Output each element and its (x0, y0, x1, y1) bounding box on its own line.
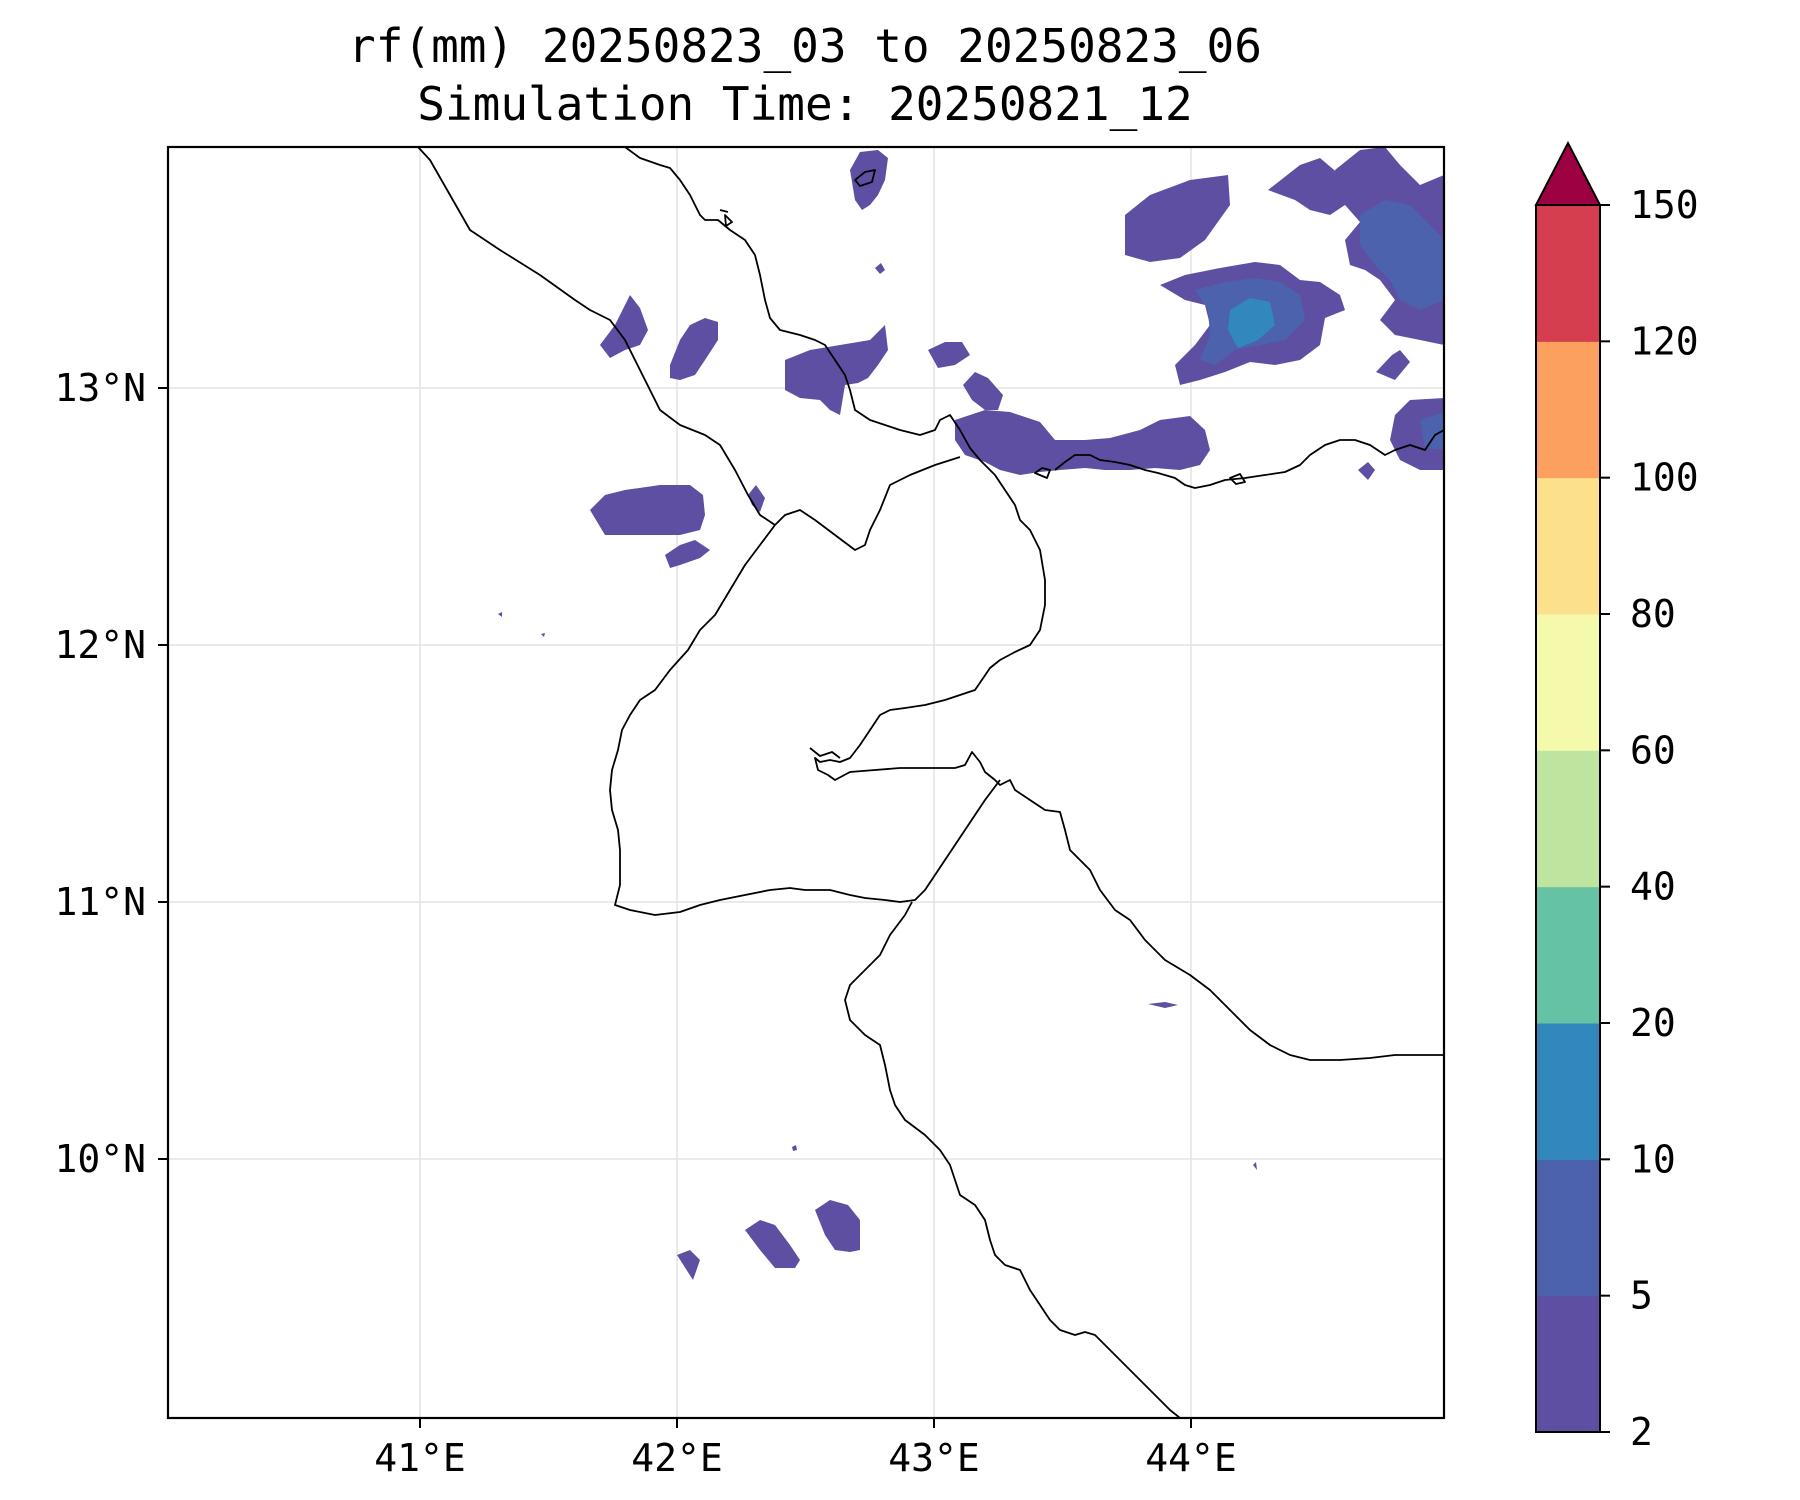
colorbar-segment-5-10 (1536, 1159, 1600, 1297)
rain-patch-coast-right-core (1420, 412, 1444, 450)
x-tick-label-44e: 44°E (1145, 1436, 1237, 1480)
rain-patch-tiny-north (875, 263, 885, 274)
y-tick-label-11n: 11°N (54, 880, 146, 924)
rain-patch-coast-right (1390, 398, 1444, 470)
colorbar-segment-40-60 (1536, 750, 1600, 888)
title-line-1: rf(mm) 20250823_03 to 20250823_06 (348, 19, 1262, 73)
rain-patch-yemen-coast (955, 410, 1210, 475)
djibouti-bay (809, 747, 841, 759)
rain-patch-ne-top (1268, 158, 1355, 215)
rain-dot-3 (792, 1145, 797, 1151)
colorbar-tick-label-40: 40 (1630, 865, 1676, 909)
rain-dot-4 (1253, 1162, 1257, 1170)
colorbar-tick-label-5: 5 (1630, 1274, 1653, 1318)
djibouti-coast (774, 456, 961, 551)
colorbar-tick-label-10: 10 (1630, 1137, 1676, 1181)
map-frame (166, 145, 1446, 1420)
dahlak-islands (719, 169, 876, 227)
colorbar-extend-arrow (1534, 140, 1602, 206)
sudan-eritrea-coast (417, 147, 776, 526)
colorbar-tick-label-100: 100 (1630, 456, 1699, 500)
colorbar-segment-60-80 (1536, 614, 1600, 751)
x-tick-label-43e: 43°E (888, 1436, 980, 1480)
x-tick-label-42e: 42°E (631, 1436, 723, 1480)
y-tick-label-12n: 12°N (54, 623, 146, 667)
rain-patch-right-mid (1376, 350, 1410, 380)
eritrea-coast (624, 147, 1444, 1061)
x-axis: 41°E 42°E 43°E 44°E (374, 1418, 1237, 1480)
rain-patch-west-1 (590, 485, 705, 535)
rain-patch-central-ne-peak (1228, 298, 1275, 348)
rain-patch-south-2 (745, 1220, 800, 1268)
rain-patch-west-2 (665, 540, 710, 568)
rain-patch-sea-small (928, 342, 970, 368)
yemen-coast (1054, 429, 1444, 489)
colorbar-segment-10-20 (1536, 1023, 1600, 1160)
ethiopia-djibouti-border (609, 524, 1001, 916)
ethiopia-somalia-border (844, 901, 1181, 1418)
colorbar-frame (1535, 204, 1601, 1433)
rain-patch-south-3 (815, 1200, 860, 1252)
colorbar-tick-label-20: 20 (1630, 1001, 1676, 1045)
colorbar-tick-label-2: 2 (1630, 1410, 1653, 1454)
rainfall-patches (498, 147, 1444, 1280)
rain-patch-west-sliver (748, 485, 765, 512)
colorbar-tick-label-120: 120 (1630, 319, 1699, 363)
colorbar-segment-80-100 (1536, 477, 1600, 615)
title-line-2: Simulation Time: 20250821_12 (417, 77, 1192, 131)
rain-patch-top-center (850, 150, 888, 210)
colorbar-segment-120-150 (1536, 205, 1600, 342)
map-panel (166, 145, 1446, 1420)
y-axis: 13°N 12°N 11°N 10°N (54, 366, 168, 1181)
colorbar-tick-label-150: 150 (1630, 183, 1699, 227)
rain-patch-blob-east (1360, 200, 1444, 310)
rain-patch-eritrea-small (963, 372, 1003, 410)
rain-dot-2 (541, 633, 545, 637)
rain-patch-east-tiny (1148, 1002, 1178, 1008)
rain-patch-ne-large (1125, 175, 1230, 262)
rain-patch-nw-1 (600, 295, 648, 358)
colorbar-segment-20-40 (1536, 886, 1600, 1024)
rain-patch-south-1 (677, 1250, 700, 1280)
colorbar: 2 5 10 20 40 60 80 100 120 150 (1534, 140, 1699, 1454)
colorbar-segment-100-120 (1536, 341, 1600, 479)
y-tick-label-10n: 10°N (54, 1137, 146, 1181)
rain-patch-coast-eritrea (785, 325, 888, 415)
coastlines-borders (417, 147, 1444, 1418)
gulf-islands (1034, 467, 1246, 485)
rain-patch-nw-2 (670, 318, 718, 380)
colorbar-tick-label-80: 80 (1630, 592, 1676, 636)
rain-dot-1 (498, 612, 502, 617)
x-tick-label-41e: 41°E (374, 1436, 466, 1480)
colorbar-segment-2-5 (1536, 1295, 1600, 1433)
colorbar-tick-label-60: 60 (1630, 728, 1676, 772)
y-tick-label-13n: 13°N (54, 366, 146, 410)
rain-patch-small-sq (1358, 462, 1375, 480)
